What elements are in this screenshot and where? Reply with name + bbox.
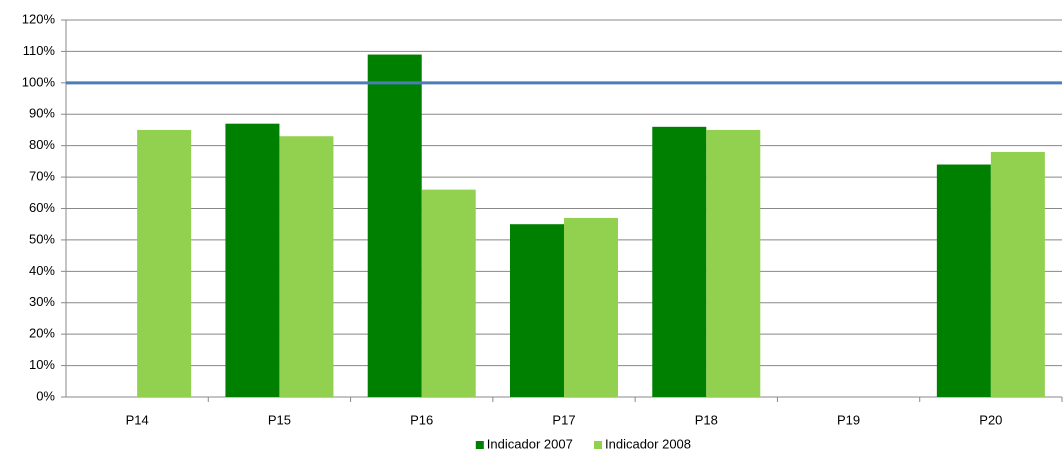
x-tick-label: P20 — [979, 412, 1002, 427]
x-tick-label: P15 — [268, 412, 291, 427]
bar — [936, 164, 991, 397]
y-tick-label: 100% — [22, 74, 56, 89]
y-tick-label: 40% — [29, 263, 55, 278]
y-tick-label: 80% — [29, 137, 55, 152]
y-tick-label: 10% — [29, 357, 55, 372]
legend-swatch — [594, 441, 602, 449]
y-tick-label: 50% — [29, 231, 55, 246]
x-tick-label: P16 — [410, 412, 433, 427]
y-tick-label: 30% — [29, 294, 55, 309]
x-tick-label: P19 — [837, 412, 860, 427]
bar — [225, 123, 280, 398]
y-tick-label: 0% — [36, 388, 55, 403]
y-tick-label: 60% — [29, 200, 55, 215]
bar — [137, 129, 192, 398]
y-tick-label: 120% — [22, 11, 56, 26]
x-tick-label: P18 — [695, 412, 718, 427]
bar — [990, 151, 1045, 397]
bar — [510, 224, 564, 397]
bar — [367, 54, 422, 397]
bar — [564, 217, 618, 397]
y-tick-label: 90% — [29, 106, 55, 121]
legend-label: Indicador 2008 — [605, 436, 691, 451]
y-tick-label: 70% — [29, 169, 55, 184]
legend-label: Indicador 2007 — [487, 436, 573, 451]
y-tick-label: 110% — [23, 43, 56, 58]
x-tick-label: P17 — [552, 412, 575, 427]
bar — [706, 129, 761, 398]
legend-swatch — [475, 441, 484, 449]
bar — [421, 189, 476, 397]
bar — [279, 136, 334, 397]
y-tick-label: 20% — [29, 326, 55, 341]
bar — [652, 126, 707, 398]
x-tick-label: P14 — [126, 412, 149, 427]
